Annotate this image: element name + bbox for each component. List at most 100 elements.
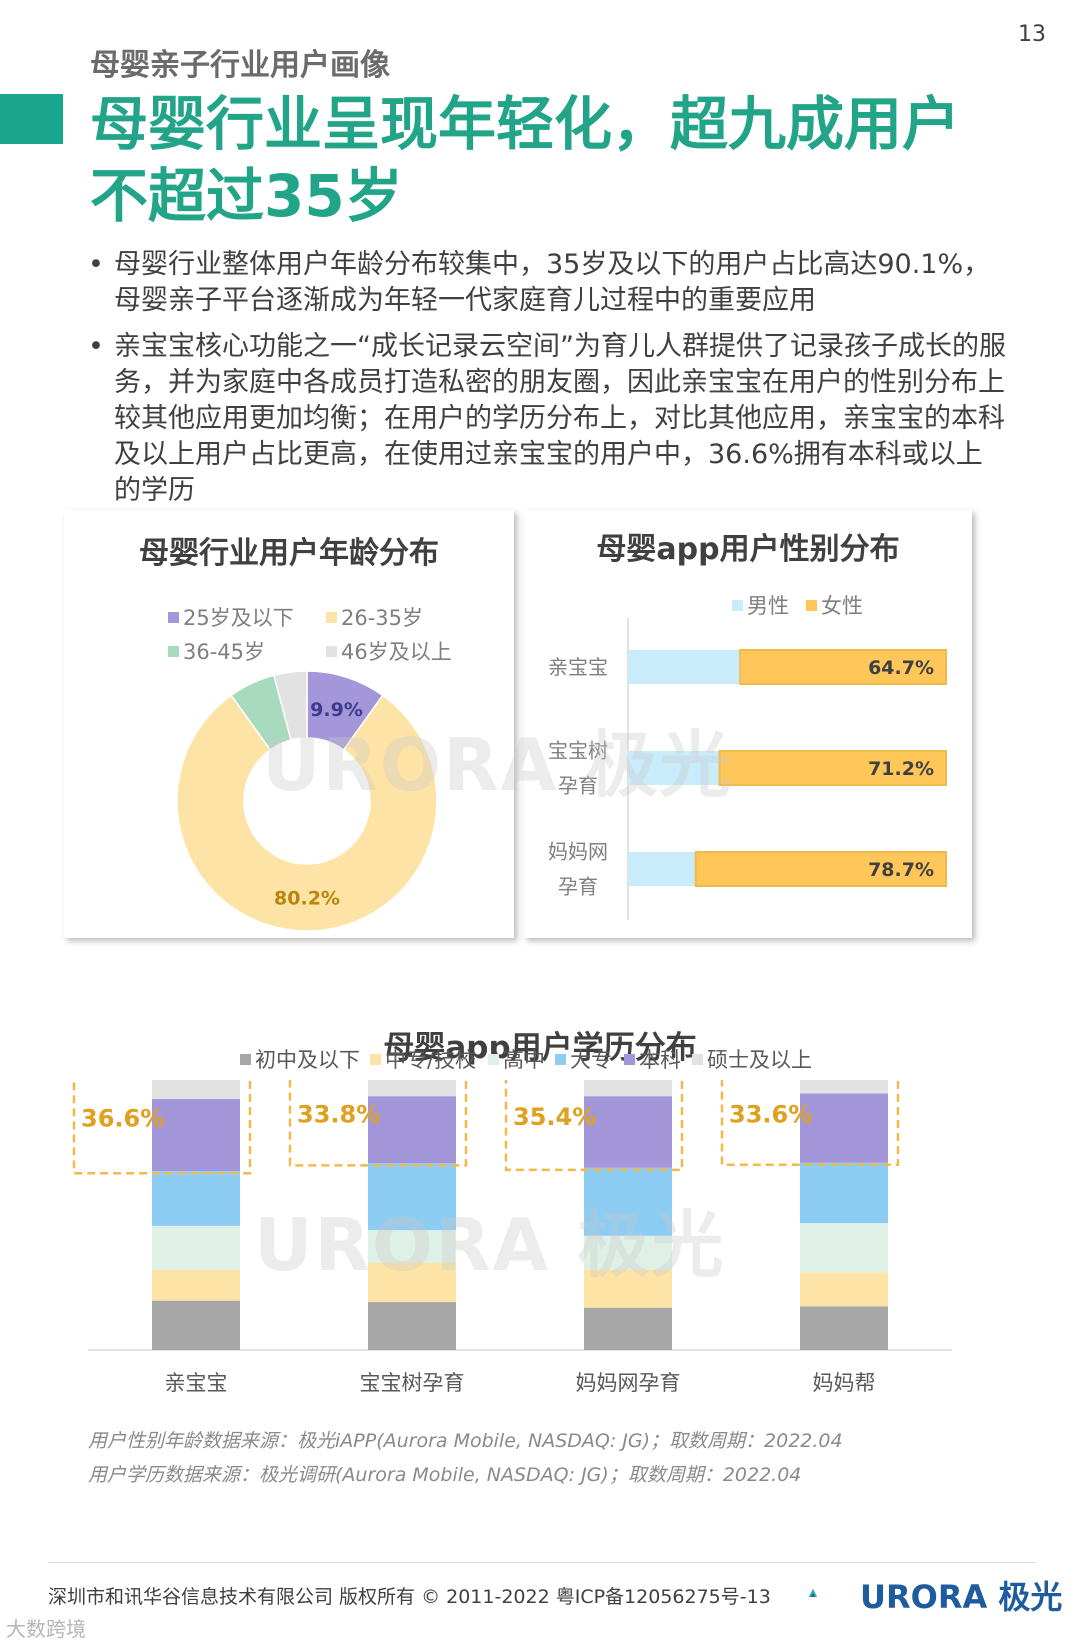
gender-category-label-2: 孕育 <box>558 875 598 899</box>
bullet-item: • 母婴行业整体用户年龄分布较集中，35岁及以下的用户占比高达90.1%，母婴亲… <box>88 247 1008 319</box>
legend-text: 硕士及以上 <box>707 1048 812 1072</box>
accent-bar <box>0 94 63 144</box>
page-number: 13 <box>1018 22 1046 47</box>
education-bar-0-4 <box>152 1099 240 1172</box>
legend-text: 中专/技校 <box>385 1048 477 1072</box>
legend-swatch <box>806 599 817 611</box>
education-legend-item-3: 大专 <box>555 1044 612 1074</box>
education-bar-0-2 <box>152 1225 240 1270</box>
education-bar-2-4 <box>584 1096 672 1168</box>
gender-value-label-0: 64.7% <box>868 657 934 679</box>
legend-item-age-36-45: 36-45岁 <box>168 636 265 666</box>
footer-divider <box>48 1562 1036 1563</box>
legend-swatch <box>168 645 179 657</box>
education-bar-2-1 <box>584 1269 672 1308</box>
age-chart-title: 母婴行业用户年龄分布 <box>139 536 439 571</box>
education-category-label-1: 宝宝树孕育 <box>360 1371 465 1395</box>
education-category-label-0: 亲宝宝 <box>165 1371 228 1395</box>
education-bar-1-5 <box>368 1080 456 1097</box>
education-bar-2-0 <box>584 1307 672 1350</box>
corner-watermark: 大数跨境 <box>6 1617 86 1641</box>
legend-swatch <box>488 1053 499 1065</box>
education-highlight-label-1: 33.8% <box>297 1101 380 1129</box>
headline: 母婴行业呈现年轻化，超九成用户 不超过35岁 <box>90 88 1050 232</box>
age-distribution-panel: 母婴行业用户年龄分布 25岁及以下 26-35岁 36-45岁 46岁及以上 9… <box>64 510 514 938</box>
education-bar-0-1 <box>152 1269 240 1301</box>
section-title: 母婴亲子行业用户画像 <box>90 48 390 83</box>
education-bar-0-3 <box>152 1171 240 1226</box>
legend-swatch <box>370 1053 381 1065</box>
education-bar-3-1 <box>800 1272 888 1307</box>
legend-swatch <box>692 1053 703 1065</box>
education-legend-item-5: 硕士及以上 <box>692 1044 812 1074</box>
donut-slice-3 <box>272 670 308 741</box>
bullet-dot: • <box>88 331 104 362</box>
gender-value-label-1: 71.2% <box>868 758 934 780</box>
bullet-dot: • <box>88 249 104 280</box>
legend-text: 本科 <box>639 1048 681 1072</box>
education-bar-3-2 <box>800 1223 888 1273</box>
education-highlight-box-3 <box>720 1080 900 1167</box>
source-note-gender-age: 用户性别年龄数据来源：极光iAPP(Aurora Mobile, NASDAQ:… <box>88 1430 843 1452</box>
education-highlight-label-3: 33.6% <box>729 1100 812 1128</box>
legend-text: 大专 <box>570 1048 612 1072</box>
education-bar-1-2 <box>368 1230 456 1263</box>
education-bar-0-0 <box>152 1300 240 1350</box>
legend-swatch <box>555 1053 566 1065</box>
education-highlight-box-2 <box>504 1080 684 1172</box>
source-note-education: 用户学历数据来源：极光调研(Aurora Mobile, NASDAQ: JG)… <box>88 1464 802 1486</box>
education-bar-3-4 <box>800 1093 888 1163</box>
education-bar-1-4 <box>368 1096 456 1164</box>
gender-bar-0-0 <box>628 650 741 684</box>
gender-chart-title: 母婴app用户性别分布 <box>596 532 900 567</box>
education-legend: 初中及以下 中专/技校 高中 大专 本科 硕士及以上 <box>0 1044 1080 1076</box>
education-chart-title: 母婴app用户学历分布 <box>383 1030 697 1066</box>
education-bar-0-5 <box>152 1080 240 1100</box>
gender-category-label-1: 孕育 <box>558 774 598 798</box>
legend-swatch <box>168 611 179 623</box>
bullet-list: • 母婴行业整体用户年龄分布较集中，35岁及以下的用户占比高达90.1%，母婴亲… <box>88 247 1008 519</box>
age-donut-chart: 9.9% 80.2% <box>176 670 438 932</box>
gender-distribution-panel: 母婴app用户性别分布 男性 女性 64.7% 亲宝宝 71.2% 宝宝树 孕育 78.7… <box>524 510 972 938</box>
education-bar-3-5 <box>800 1080 888 1094</box>
legend-item-female: 女性 <box>806 590 863 620</box>
aurora-logo-icon <box>808 1588 818 1597</box>
gender-bar-2-0 <box>628 852 696 886</box>
education-category-label-3: 妈妈帮 <box>813 1371 876 1395</box>
legend-item-age-25-under: 25岁及以下 <box>168 602 294 632</box>
headline-line-1: 母婴行业呈现年轻化，超九成用户 <box>90 90 961 158</box>
gender-bar-0-1 <box>739 649 947 685</box>
bullet-text: 母婴行业整体用户年龄分布较集中，35岁及以下的用户占比高达90.1%，母婴亲子平… <box>114 249 991 316</box>
legend-item-male: 男性 <box>732 590 789 620</box>
education-legend-item-1: 中专/技校 <box>370 1044 476 1074</box>
education-highlight-box-1 <box>288 1080 468 1167</box>
education-category-label-2: 妈妈网孕育 <box>576 1371 681 1395</box>
footer-copyright: 深圳市和讯华谷信息技术有限公司 版权所有 © 2011-2022 粤ICP备12… <box>48 1586 771 1608</box>
legend-swatch <box>240 1053 251 1065</box>
donut-label-1: 80.2% <box>274 888 340 910</box>
legend-item-age-26-35: 26-35岁 <box>326 602 423 632</box>
legend-swatch <box>624 1053 635 1065</box>
education-bar-2-5 <box>584 1080 672 1097</box>
legend-item-age-46-over: 46岁及以上 <box>326 636 452 666</box>
education-bar-1-1 <box>368 1262 456 1303</box>
gender-category-label-1: 宝宝树 <box>548 739 608 763</box>
education-highlight-label-2: 35.4% <box>513 1103 596 1131</box>
education-bar-2-2 <box>584 1235 672 1270</box>
legend-text: 高中 <box>503 1048 545 1072</box>
education-bar-3-3 <box>800 1162 888 1224</box>
legend-swatch <box>326 611 337 623</box>
gender-value-label-2: 78.7% <box>868 859 934 881</box>
footer-logo-text: URORA 极光 <box>860 1578 1063 1616</box>
gender-category-label-2: 妈妈网 <box>548 840 608 864</box>
headline-line-2: 不超过35岁 <box>90 162 403 230</box>
education-bar-3-0 <box>800 1306 888 1350</box>
education-highlight-label-0: 36.6% <box>81 1105 164 1133</box>
legend-swatch <box>326 645 337 657</box>
bullet-item: • 亲宝宝核心功能之一“成长记录云空间”为育儿人群提供了记录孩子成长的服务，并为… <box>88 329 1008 509</box>
donut-label-0: 9.9% <box>310 699 363 721</box>
legend-swatch <box>732 599 743 611</box>
education-legend-item-0: 初中及以下 <box>240 1044 360 1074</box>
donut-slice-1 <box>176 694 438 932</box>
